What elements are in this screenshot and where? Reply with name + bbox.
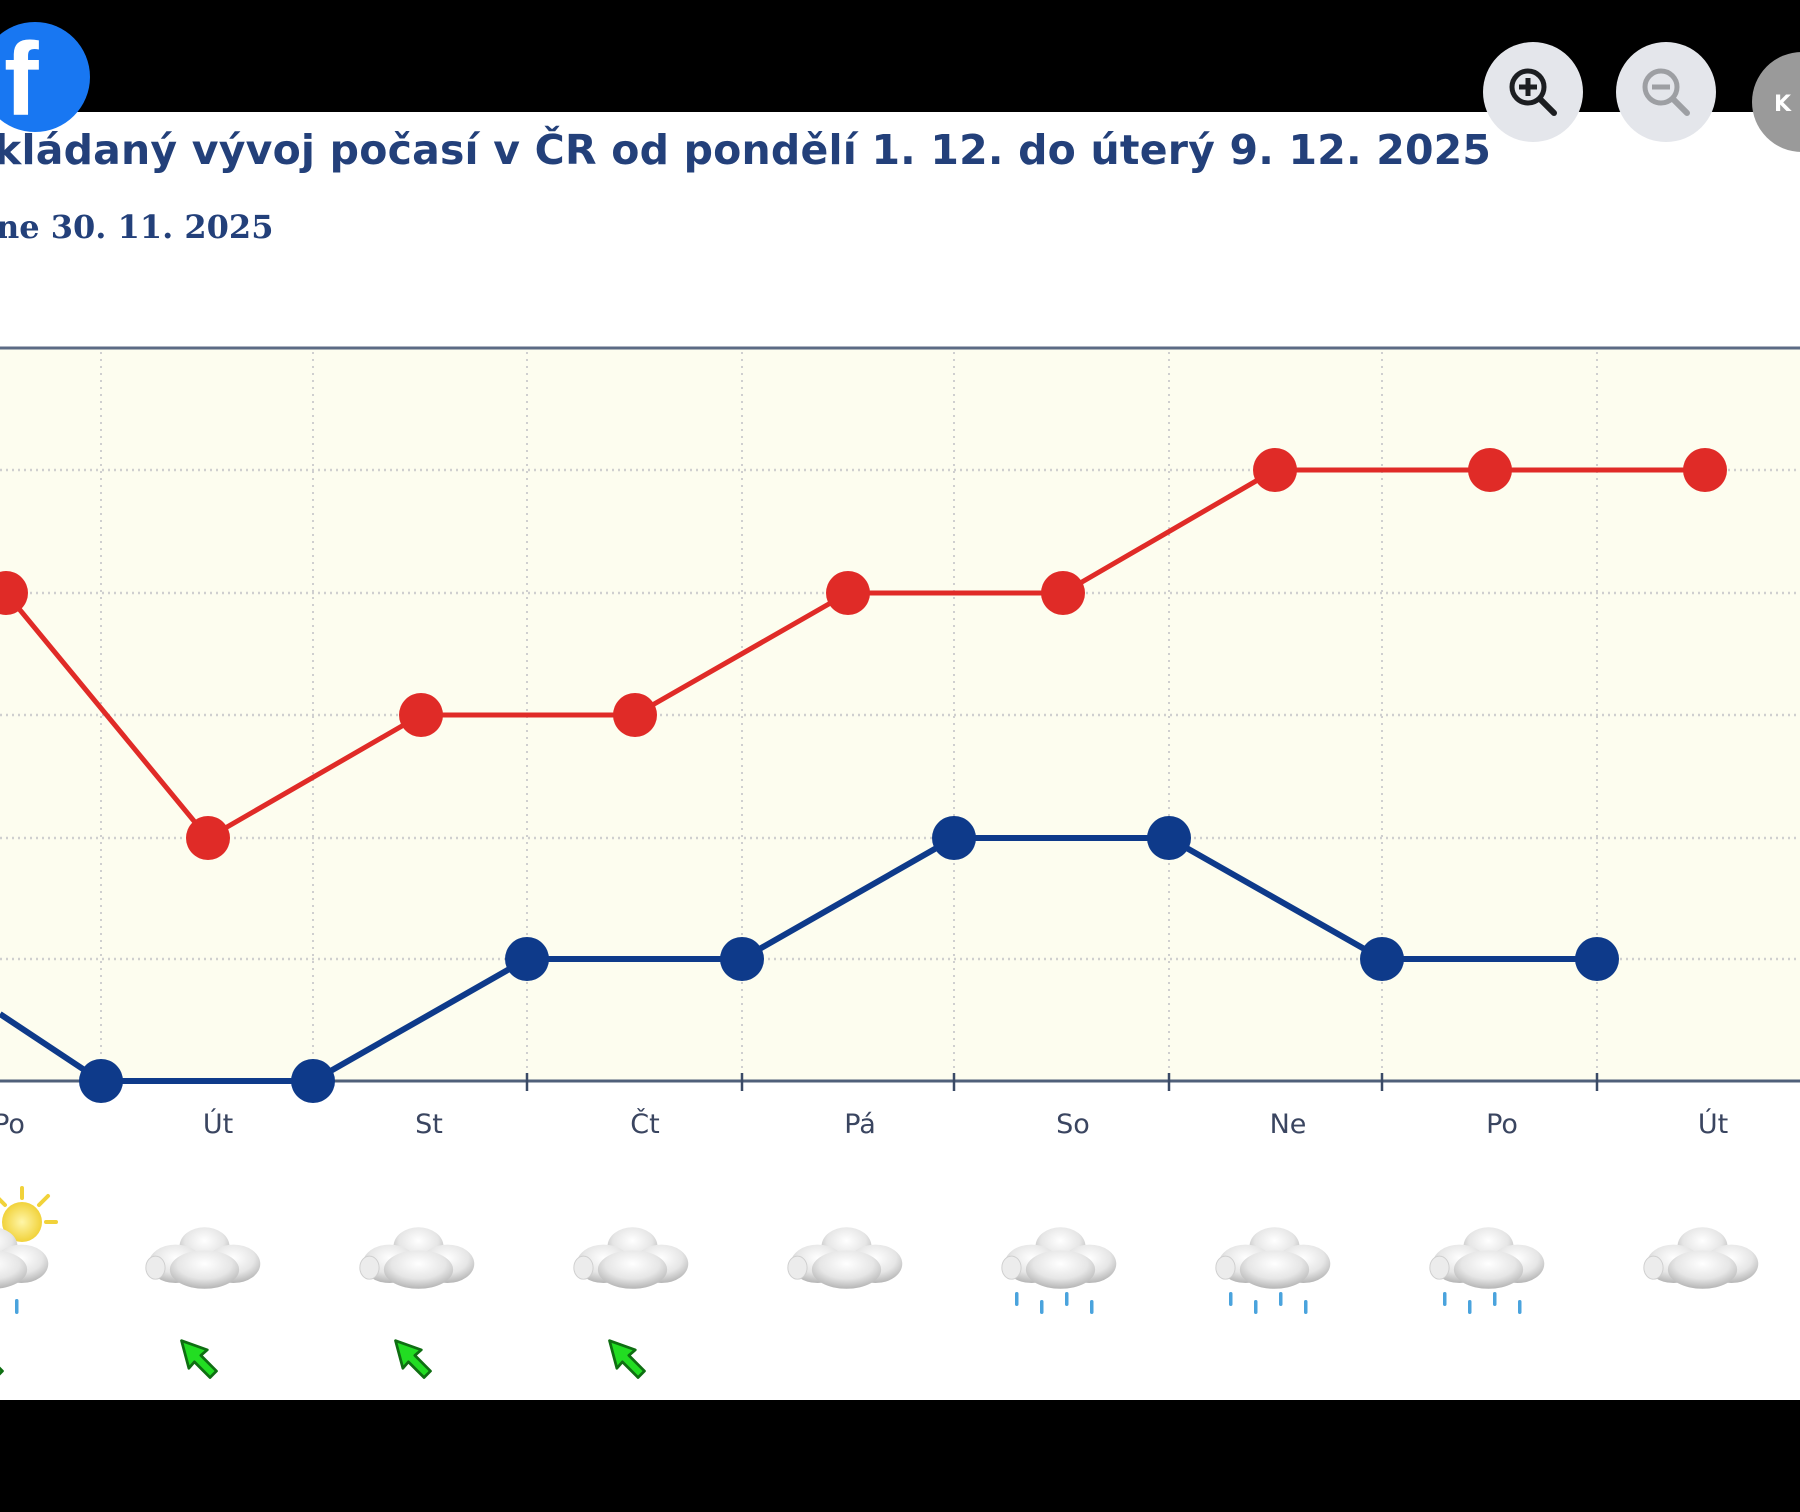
min-point[interactable]: [1575, 937, 1619, 981]
day-label: Út: [203, 1108, 233, 1140]
day-label: Čt: [630, 1108, 659, 1140]
max-point[interactable]: [1041, 571, 1085, 615]
issue-date: ne 30. 11. 2025: [0, 208, 274, 246]
max-point[interactable]: [1253, 448, 1297, 492]
zoom-out-button[interactable]: [1616, 42, 1716, 142]
wind-arrow-icon: [180, 1339, 218, 1379]
cloudy-icon: [573, 1226, 689, 1290]
max-point[interactable]: [613, 693, 657, 737]
day-label: Po: [0, 1109, 25, 1140]
partly-cloudy-rain-icon: [0, 1186, 58, 1314]
forecast-page: Po Út St Čt Pá So Ne Po Út: [0, 112, 1800, 1400]
day-label: Pá: [844, 1109, 876, 1140]
max-point[interactable]: [1683, 448, 1727, 492]
weather-icons: [0, 1186, 1759, 1314]
max-point[interactable]: [186, 816, 230, 860]
max-point[interactable]: [399, 693, 443, 737]
cloudy-icon: [145, 1226, 261, 1290]
cloudy-icon: [359, 1226, 475, 1290]
x-axis-ticks: [525, 1073, 1599, 1091]
forecast-chart: Po Út St Čt Pá So Ne Po Út: [0, 346, 1800, 1379]
cloudy-rain-icon: [1215, 1226, 1331, 1290]
day-label: Po: [1486, 1109, 1518, 1140]
wind-arrow-icon: [608, 1339, 646, 1379]
min-point[interactable]: [932, 816, 976, 860]
wind-arrow-icon: [394, 1339, 432, 1379]
day-label: St: [415, 1109, 443, 1140]
min-point[interactable]: [291, 1059, 335, 1103]
min-point[interactable]: [1360, 937, 1404, 981]
zoom-in-icon: [1509, 68, 1557, 116]
min-point[interactable]: [79, 1059, 123, 1103]
fullscreen-icon: K: [1774, 92, 1792, 117]
zoom-out-icon: [1642, 68, 1690, 116]
max-point[interactable]: [1468, 448, 1512, 492]
min-point[interactable]: [720, 937, 764, 981]
cloudy-icon: [1643, 1226, 1759, 1290]
cloudy-rain-icon: [1001, 1226, 1117, 1290]
min-point[interactable]: [1147, 816, 1191, 860]
wind-arrow-icon: [0, 1339, 4, 1379]
wind-arrows: [0, 1339, 646, 1379]
chart-title: kládaný vývoj počasí v ČR od pondělí 1. …: [0, 126, 1492, 174]
day-label: Út: [1698, 1108, 1728, 1140]
facebook-glyph: f: [4, 22, 39, 132]
series-max-temperature: [0, 448, 1727, 860]
zoom-in-button[interactable]: [1483, 42, 1583, 142]
rain-drops-icon: [1229, 1292, 1308, 1314]
rain-drops-icon: [1015, 1292, 1094, 1314]
day-label: So: [1056, 1109, 1090, 1140]
max-point[interactable]: [0, 571, 28, 615]
cloudy-icon: [787, 1226, 903, 1290]
min-point[interactable]: [505, 937, 549, 981]
rain-drops-icon: [1443, 1292, 1522, 1314]
facebook-logo-icon[interactable]: f: [0, 22, 90, 132]
day-label: Ne: [1270, 1109, 1307, 1140]
cloudy-rain-icon: [1429, 1226, 1545, 1290]
series-min-temperature: [0, 816, 1619, 1103]
x-axis-labels: Po Út St Čt Pá So Ne Po Út: [0, 1108, 1728, 1140]
max-point[interactable]: [826, 571, 870, 615]
